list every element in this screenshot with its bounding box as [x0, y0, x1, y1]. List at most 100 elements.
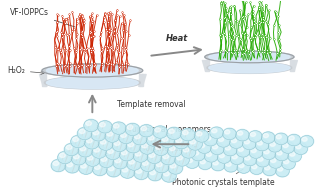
Ellipse shape — [139, 125, 154, 137]
Ellipse shape — [106, 165, 121, 177]
Ellipse shape — [209, 52, 290, 62]
Text: H₂O₂: H₂O₂ — [7, 66, 44, 75]
Ellipse shape — [261, 132, 275, 143]
Ellipse shape — [268, 141, 282, 152]
Ellipse shape — [94, 165, 100, 169]
Ellipse shape — [150, 170, 156, 175]
Ellipse shape — [120, 149, 134, 161]
Ellipse shape — [169, 146, 175, 151]
Ellipse shape — [204, 134, 217, 146]
Ellipse shape — [149, 153, 155, 157]
Ellipse shape — [269, 157, 282, 168]
Ellipse shape — [60, 153, 65, 157]
Ellipse shape — [183, 148, 189, 152]
Ellipse shape — [199, 144, 205, 148]
Ellipse shape — [114, 141, 120, 146]
Ellipse shape — [46, 77, 139, 89]
Ellipse shape — [168, 129, 174, 133]
Ellipse shape — [281, 142, 295, 153]
Ellipse shape — [93, 130, 99, 135]
Ellipse shape — [147, 151, 162, 163]
Ellipse shape — [160, 135, 175, 148]
Ellipse shape — [155, 160, 169, 173]
Ellipse shape — [107, 132, 113, 136]
Ellipse shape — [276, 165, 289, 177]
Ellipse shape — [229, 137, 243, 148]
Ellipse shape — [72, 153, 86, 165]
Ellipse shape — [288, 150, 301, 162]
Ellipse shape — [300, 136, 314, 147]
Ellipse shape — [277, 167, 283, 171]
Ellipse shape — [115, 158, 121, 163]
Ellipse shape — [153, 126, 167, 138]
Ellipse shape — [86, 139, 92, 143]
Ellipse shape — [167, 145, 182, 157]
Ellipse shape — [134, 167, 149, 180]
Ellipse shape — [237, 131, 243, 135]
Ellipse shape — [188, 138, 202, 150]
Ellipse shape — [239, 163, 244, 167]
Ellipse shape — [87, 156, 93, 160]
Ellipse shape — [294, 143, 308, 155]
Ellipse shape — [193, 151, 199, 155]
Ellipse shape — [98, 121, 112, 133]
Ellipse shape — [78, 145, 93, 157]
Ellipse shape — [198, 158, 212, 170]
Ellipse shape — [245, 156, 250, 160]
Ellipse shape — [224, 130, 230, 134]
Ellipse shape — [257, 141, 262, 145]
Ellipse shape — [223, 144, 237, 156]
Ellipse shape — [133, 150, 148, 162]
Ellipse shape — [163, 154, 168, 159]
Ellipse shape — [79, 129, 85, 133]
Ellipse shape — [147, 134, 161, 146]
Ellipse shape — [47, 65, 138, 76]
Text: Photonic crystals template: Photonic crystals template — [172, 169, 274, 187]
Ellipse shape — [125, 123, 140, 136]
Ellipse shape — [133, 132, 147, 145]
Ellipse shape — [64, 143, 79, 156]
Ellipse shape — [47, 77, 138, 88]
Ellipse shape — [44, 76, 140, 89]
Text: Heat: Heat — [166, 34, 188, 43]
Ellipse shape — [136, 169, 142, 173]
Ellipse shape — [262, 148, 276, 160]
Ellipse shape — [148, 168, 163, 181]
Ellipse shape — [232, 155, 237, 159]
Ellipse shape — [86, 121, 92, 125]
Ellipse shape — [191, 149, 205, 161]
Ellipse shape — [250, 132, 256, 136]
Ellipse shape — [274, 133, 288, 145]
Ellipse shape — [108, 149, 113, 153]
Ellipse shape — [236, 146, 250, 157]
Ellipse shape — [255, 139, 269, 151]
Ellipse shape — [85, 137, 99, 149]
Ellipse shape — [287, 134, 301, 146]
Ellipse shape — [258, 157, 263, 161]
Ellipse shape — [197, 142, 211, 153]
Ellipse shape — [121, 150, 127, 155]
Ellipse shape — [264, 166, 270, 170]
Ellipse shape — [205, 51, 294, 63]
Text: VF-IOPPCs: VF-IOPPCs — [10, 8, 75, 27]
Ellipse shape — [270, 142, 275, 146]
Ellipse shape — [94, 148, 100, 152]
Ellipse shape — [143, 161, 148, 165]
Ellipse shape — [100, 122, 105, 127]
Ellipse shape — [176, 138, 181, 143]
Ellipse shape — [248, 131, 262, 142]
Ellipse shape — [140, 142, 155, 154]
Ellipse shape — [168, 162, 183, 174]
Ellipse shape — [71, 135, 85, 148]
Ellipse shape — [263, 134, 268, 138]
Ellipse shape — [230, 153, 244, 165]
Ellipse shape — [204, 151, 218, 162]
Ellipse shape — [156, 162, 162, 167]
Ellipse shape — [205, 136, 211, 140]
Ellipse shape — [243, 154, 257, 166]
Ellipse shape — [99, 155, 114, 168]
Ellipse shape — [67, 163, 73, 167]
Ellipse shape — [181, 146, 196, 158]
Ellipse shape — [206, 152, 211, 156]
Ellipse shape — [92, 146, 106, 158]
